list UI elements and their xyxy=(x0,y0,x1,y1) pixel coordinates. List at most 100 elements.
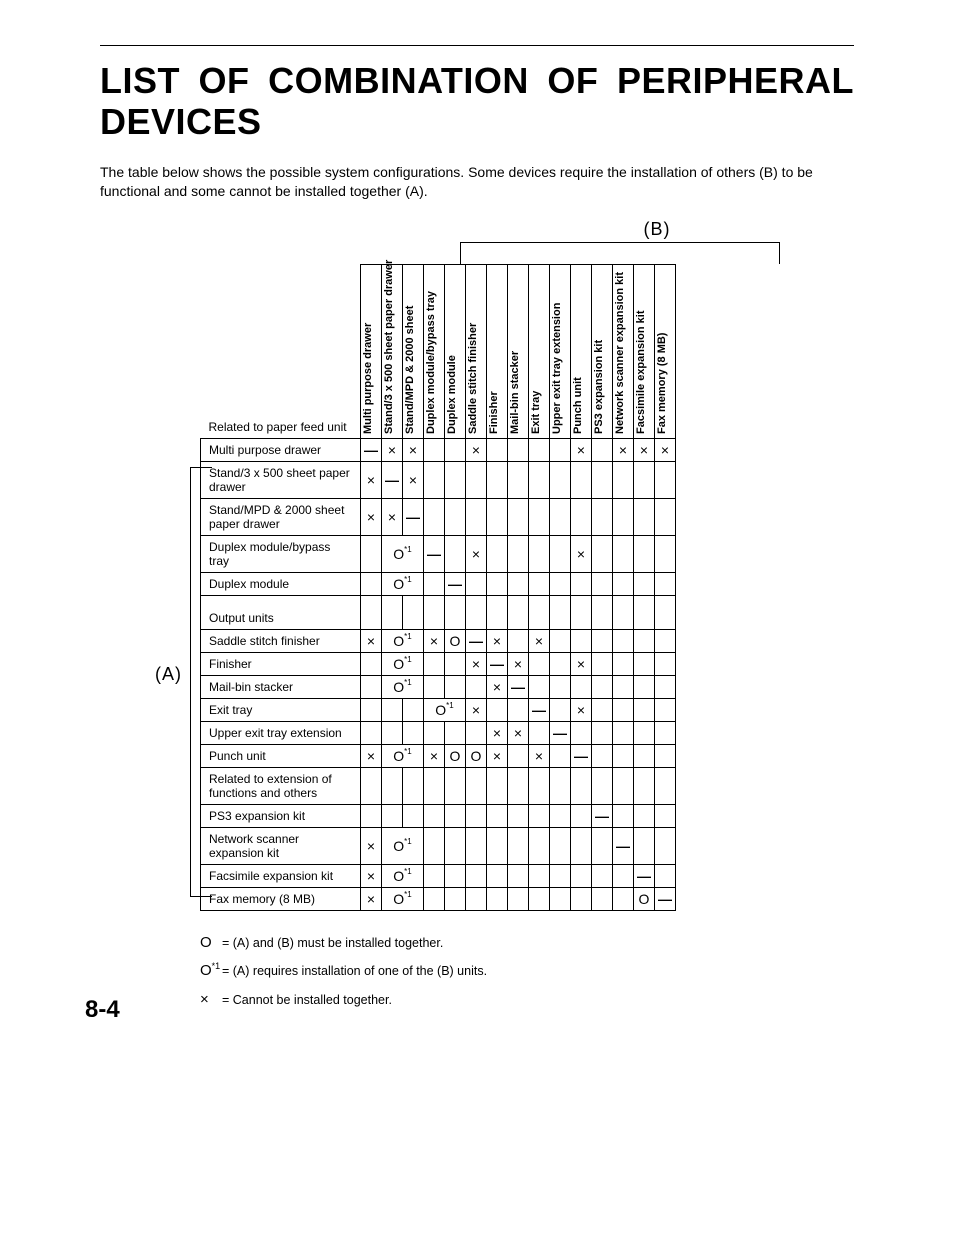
col-header: Punch unit xyxy=(571,264,592,438)
cell: × xyxy=(466,652,487,675)
cell: — xyxy=(424,535,445,572)
cell xyxy=(487,864,508,887)
cell xyxy=(487,827,508,864)
cell xyxy=(445,498,466,535)
cell xyxy=(445,675,466,698)
cell: × xyxy=(655,438,676,461)
col-header: Multi purpose drawer xyxy=(361,264,382,438)
cell xyxy=(487,767,508,804)
cell xyxy=(655,572,676,595)
col-header: Stand/MPD & 2000 sheet xyxy=(403,264,424,438)
row-header: Finisher xyxy=(201,652,361,675)
cell xyxy=(508,629,529,652)
cell xyxy=(466,767,487,804)
a-bracket xyxy=(190,467,212,897)
cell xyxy=(634,535,655,572)
cell xyxy=(466,887,487,910)
cell xyxy=(592,461,613,498)
cell: — xyxy=(655,887,676,910)
cell xyxy=(361,698,382,721)
cell xyxy=(613,864,634,887)
cell xyxy=(655,498,676,535)
cell xyxy=(592,595,613,629)
cell xyxy=(508,461,529,498)
page-number: 8-4 xyxy=(85,996,120,1024)
col-header: Duplex module xyxy=(445,264,466,438)
cell xyxy=(487,595,508,629)
cell: O*1 xyxy=(424,698,466,721)
cell xyxy=(613,652,634,675)
cell xyxy=(445,595,466,629)
cell xyxy=(466,498,487,535)
row-header: PS3 expansion kit xyxy=(201,804,361,827)
cell xyxy=(466,804,487,827)
cell xyxy=(550,438,571,461)
cell xyxy=(382,698,403,721)
cell xyxy=(634,498,655,535)
cell xyxy=(634,652,655,675)
cell xyxy=(613,887,634,910)
col-header: Mail-bin stacker xyxy=(508,264,529,438)
cell xyxy=(424,887,445,910)
cell xyxy=(550,827,571,864)
cell xyxy=(529,887,550,910)
cell xyxy=(550,698,571,721)
cell xyxy=(487,804,508,827)
cell xyxy=(508,535,529,572)
cell xyxy=(571,767,592,804)
cell xyxy=(592,572,613,595)
cell xyxy=(466,721,487,744)
cell xyxy=(613,535,634,572)
row-header: Stand/MPD & 2000 sheet paper drawer xyxy=(201,498,361,535)
cell xyxy=(445,804,466,827)
row-header: Multi purpose drawer xyxy=(201,438,361,461)
cell xyxy=(571,461,592,498)
cell xyxy=(613,629,634,652)
cell xyxy=(592,535,613,572)
cell xyxy=(550,461,571,498)
cell: O*1 xyxy=(382,535,424,572)
cell xyxy=(445,535,466,572)
col-header: Fax memory (8 MB) xyxy=(655,264,676,438)
cell xyxy=(445,827,466,864)
cell: O xyxy=(634,887,655,910)
page-title: LIST OF COMBINATION OF PERIPHERAL DEVICE… xyxy=(100,60,854,143)
cell xyxy=(550,864,571,887)
row-header: Exit tray xyxy=(201,698,361,721)
cell xyxy=(550,629,571,652)
cell: × xyxy=(487,744,508,767)
cell xyxy=(613,767,634,804)
cell xyxy=(655,629,676,652)
cell xyxy=(361,721,382,744)
cell: × xyxy=(361,887,382,910)
cell: O*1 xyxy=(382,652,424,675)
cell xyxy=(571,498,592,535)
cell xyxy=(529,498,550,535)
compatibility-matrix: Related to paper feed unitMulti purpose … xyxy=(200,264,676,911)
cell: O*1 xyxy=(382,887,424,910)
cell: × xyxy=(382,438,403,461)
cell: × xyxy=(487,675,508,698)
cell xyxy=(487,572,508,595)
cell: × xyxy=(529,744,550,767)
col-header: Exit tray xyxy=(529,264,550,438)
cell xyxy=(361,675,382,698)
cell xyxy=(634,721,655,744)
cell xyxy=(508,827,529,864)
cell xyxy=(508,438,529,461)
row-header: Facsimile expansion kit xyxy=(201,864,361,887)
cell: — xyxy=(613,827,634,864)
cell: × xyxy=(361,864,382,887)
cell: — xyxy=(466,629,487,652)
cell xyxy=(487,461,508,498)
cell: × xyxy=(424,744,445,767)
cell xyxy=(613,572,634,595)
cell xyxy=(382,767,403,804)
cell xyxy=(529,721,550,744)
cell: × xyxy=(361,744,382,767)
cell: × xyxy=(571,652,592,675)
row-header: Mail-bin stacker xyxy=(201,675,361,698)
cell xyxy=(529,572,550,595)
col-header: Upper exit tray extension xyxy=(550,264,571,438)
cell xyxy=(571,827,592,864)
